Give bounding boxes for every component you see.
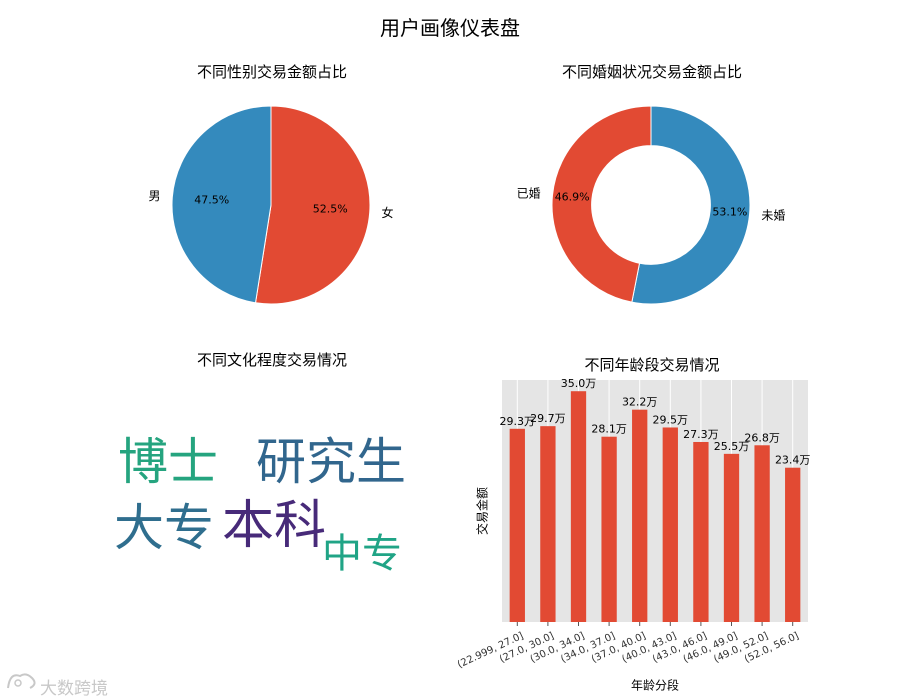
age-bar-value-label-3: 28.1万 [591, 423, 627, 436]
watermark-logo-icon [7, 673, 36, 689]
age-bar-1 [540, 426, 556, 622]
age-bar-5 [662, 427, 678, 622]
age-bar-value-label-2: 35.0万 [561, 377, 597, 390]
dashboard-title: 用户画像仪表盘 [380, 16, 520, 40]
wordcloud-word-technical-school: 中专 [322, 531, 402, 577]
age-bar-value-label-8: 26.8万 [744, 431, 780, 444]
age-y-axis-label: 交易金额 [475, 487, 490, 535]
age-bar-2 [570, 391, 587, 622]
gender-pie-slice-1 [171, 105, 272, 304]
age-bar-9 [785, 467, 801, 622]
age-bar-7 [723, 453, 740, 622]
age-bar-value-label-5: 29.5万 [653, 413, 689, 426]
age-x-axis-label: 年龄分段 [631, 678, 679, 693]
marital-pie-label-0: 未婚 [761, 208, 785, 222]
age-bar-0 [509, 428, 525, 622]
gender-pie-pct-0: 52.5% [313, 203, 348, 216]
age-bar-6 [693, 441, 709, 622]
marital-pie-pct-1: 46.9% [555, 190, 590, 203]
age-bar-value-label-7: 25.5万 [714, 440, 750, 453]
gender-pie-pct-1: 47.5% [194, 193, 229, 206]
age-bar-4 [632, 409, 648, 622]
marital-pie-label-1: 已婚 [517, 187, 541, 201]
gender-pie-label-1: 男 [148, 189, 160, 203]
age-bar-8 [754, 445, 770, 622]
age-bar-value-label-6: 27.3万 [683, 428, 719, 441]
marital-pie-pct-0: 53.1% [712, 206, 747, 219]
wordcloud-word-junior-college: 大专 [114, 499, 214, 557]
gender-pie-label-0: 女 [382, 205, 394, 220]
wordcloud-word-bachelor: 本科 [222, 496, 327, 556]
gender-pie-slice-0 [254, 105, 371, 305]
marital-pie-title: 不同婚姻状况交易金额占比 [561, 63, 742, 81]
marital-pie-slice-0 [631, 105, 751, 305]
age-bar-title: 不同年龄段交易情况 [584, 356, 720, 374]
wordcloud-word-postgraduate: 研究生 [256, 433, 406, 491]
age-bar-value-label-9: 23.4万 [775, 454, 811, 467]
age-bar-3 [601, 436, 617, 622]
age-bar-value-label-1: 29.7万 [530, 412, 566, 425]
gender-pie-title: 不同性别交易金额占比 [196, 63, 347, 81]
marital-pie-slice-1 [551, 105, 652, 303]
age-bar-value-label-4: 32.2万 [622, 396, 658, 409]
age-bar-value-label-0: 29.3万 [500, 415, 536, 428]
wordcloud-word-doctor: 博士 [118, 433, 218, 491]
watermark-text: 大数跨境 [40, 679, 108, 699]
education-wordcloud-title: 不同文化程度交易情况 [196, 351, 347, 369]
